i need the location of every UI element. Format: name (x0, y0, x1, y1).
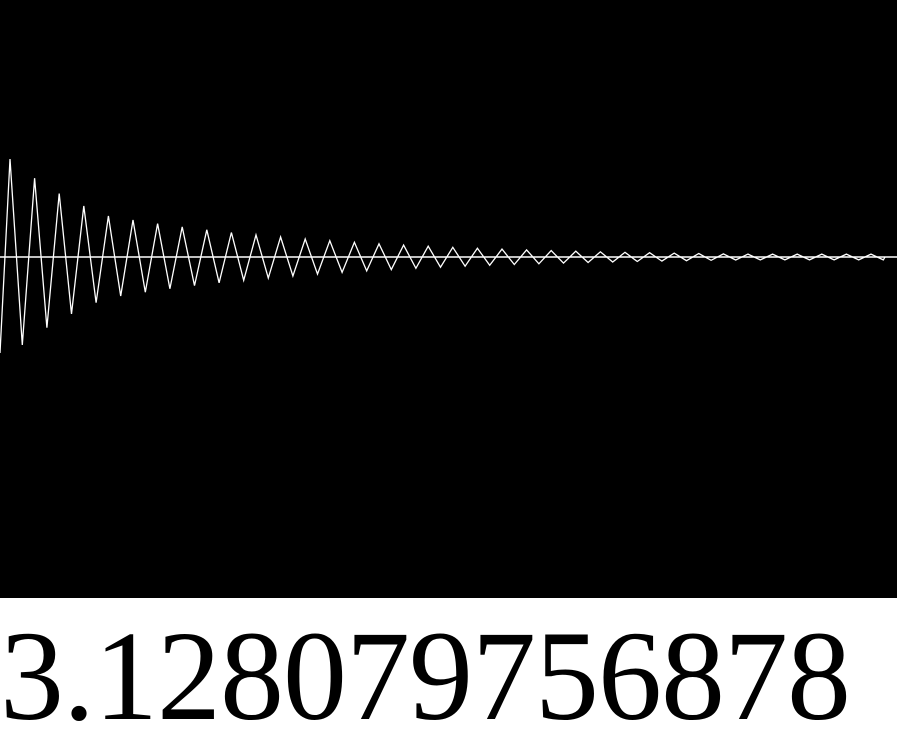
value-readout: 3.128079756878 (0, 605, 851, 747)
waveform-line (0, 158, 886, 354)
waveform-plot (0, 158, 897, 354)
waveform-canvas (0, 0, 897, 598)
